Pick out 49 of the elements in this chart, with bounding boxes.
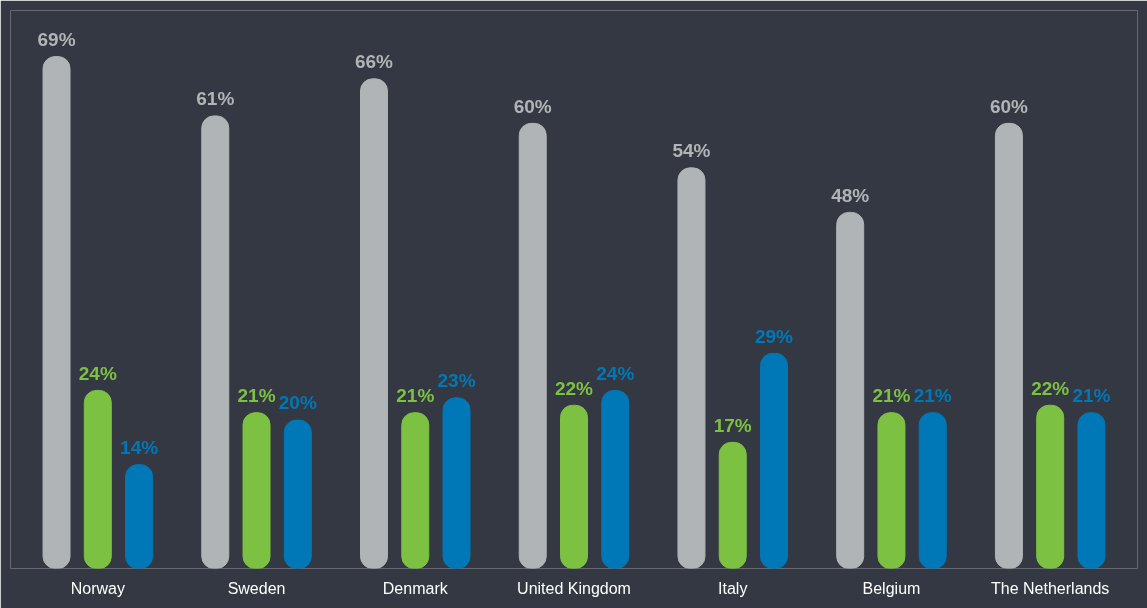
bar: [994, 122, 1023, 569]
bar: [442, 397, 471, 569]
x-tick-label: Sweden: [227, 579, 286, 597]
bar: [283, 419, 312, 569]
x-tick-label: The Netherlands: [991, 579, 1110, 597]
data-label: 17%: [713, 414, 752, 436]
data-label: 54%: [672, 140, 711, 162]
bar: [242, 412, 271, 569]
data-label: 21%: [913, 385, 952, 406]
bar: [1036, 404, 1065, 569]
bar: [918, 412, 947, 569]
data-label: 48%: [831, 184, 870, 206]
bar: [560, 404, 588, 569]
data-label: 21%: [1072, 385, 1111, 406]
bar: [42, 56, 71, 569]
data-label: 60%: [513, 95, 552, 117]
data-label: 24%: [78, 362, 117, 384]
bar: [760, 352, 788, 569]
data-label: 29%: [754, 325, 794, 347]
bar: [677, 167, 706, 569]
data-label: 21%: [872, 385, 911, 406]
data-label: 69%: [37, 28, 76, 50]
bar: [125, 464, 154, 569]
data-label: 20%: [278, 392, 317, 414]
data-label: 22%: [1031, 377, 1070, 399]
data-label: 23%: [437, 370, 476, 392]
bar: [718, 441, 747, 569]
bar: [360, 78, 388, 569]
bar: [601, 389, 630, 569]
bar: [1077, 412, 1106, 569]
bar: [877, 412, 906, 569]
data-label: 24%: [596, 362, 635, 384]
x-tick-label: Denmark: [382, 579, 449, 597]
data-label: 61%: [196, 88, 235, 110]
bar: [201, 115, 230, 569]
x-tick-label: Italy: [718, 579, 748, 597]
x-tick-label: United Kingdom: [517, 579, 631, 597]
data-label: 21%: [237, 385, 276, 406]
x-tick-label: Norway: [70, 579, 125, 597]
bar: [518, 122, 547, 569]
data-label: 60%: [989, 95, 1029, 117]
bar: [83, 389, 112, 569]
data-label: 21%: [396, 385, 435, 406]
data-label: 14%: [120, 436, 159, 458]
x-tick-label: Belgium: [862, 579, 921, 597]
bar: [836, 211, 865, 569]
bar: [401, 412, 430, 569]
data-label: 66%: [354, 51, 394, 73]
data-label: 22%: [554, 377, 594, 399]
